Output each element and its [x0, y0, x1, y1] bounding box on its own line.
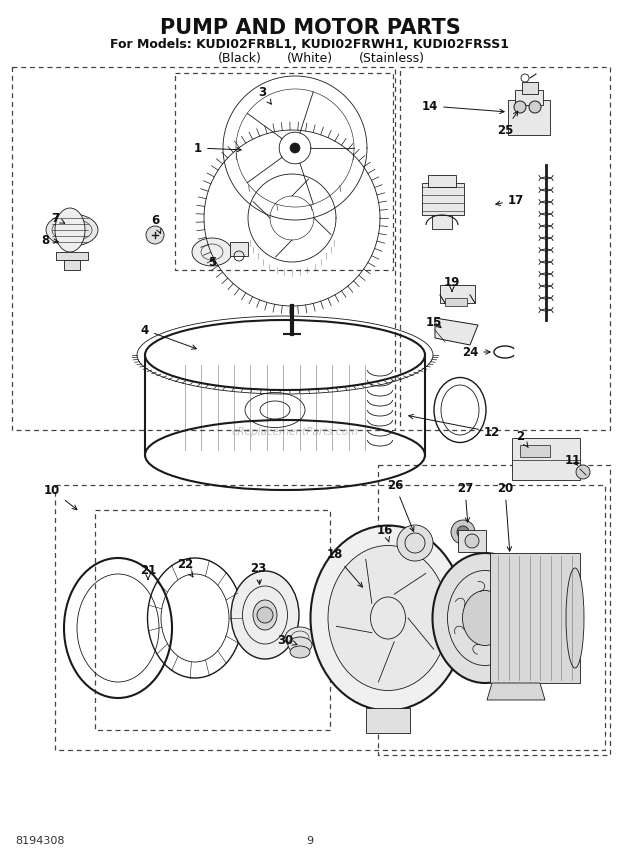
- Circle shape: [514, 101, 526, 113]
- Text: 18: 18: [327, 549, 363, 587]
- Ellipse shape: [311, 526, 466, 710]
- Bar: [490, 553, 580, 683]
- Ellipse shape: [55, 208, 85, 252]
- Text: 11: 11: [565, 454, 581, 467]
- Text: (White): (White): [287, 52, 333, 65]
- Text: 1: 1: [194, 141, 241, 154]
- Bar: [508, 100, 550, 135]
- Text: 6: 6: [151, 213, 161, 234]
- Text: 8194308: 8194308: [15, 836, 64, 846]
- Ellipse shape: [566, 568, 584, 668]
- Ellipse shape: [290, 646, 310, 658]
- Text: 9: 9: [306, 836, 314, 846]
- Text: 25: 25: [497, 111, 518, 136]
- Ellipse shape: [463, 591, 508, 645]
- Text: 21: 21: [140, 563, 156, 580]
- Bar: [428, 175, 456, 187]
- Text: 27: 27: [457, 482, 473, 522]
- Text: 20: 20: [497, 482, 513, 551]
- Bar: [515, 90, 543, 105]
- Circle shape: [576, 465, 590, 479]
- Ellipse shape: [253, 600, 277, 630]
- Text: 4: 4: [141, 324, 197, 349]
- Bar: [458, 530, 486, 552]
- Ellipse shape: [231, 571, 299, 659]
- Bar: [55, 485, 605, 750]
- Text: 12: 12: [409, 414, 500, 438]
- Bar: [230, 242, 248, 256]
- Polygon shape: [435, 318, 478, 345]
- Bar: [64, 260, 80, 270]
- Text: (Stainless): (Stainless): [359, 52, 425, 65]
- Ellipse shape: [285, 627, 315, 649]
- Text: (Black): (Black): [218, 52, 262, 65]
- Bar: [378, 465, 610, 755]
- Ellipse shape: [328, 545, 448, 691]
- Bar: [400, 67, 610, 430]
- Bar: [56, 252, 88, 260]
- Text: 17: 17: [496, 193, 524, 206]
- Bar: [366, 708, 410, 733]
- Polygon shape: [487, 683, 545, 700]
- Circle shape: [465, 534, 479, 548]
- Text: For Models: KUDI02FRBL1, KUDI02FRWH1, KUDI02FRSS1: For Models: KUDI02FRBL1, KUDI02FRWH1, KU…: [110, 38, 510, 51]
- Bar: [512, 438, 580, 480]
- Text: 30: 30: [277, 633, 297, 646]
- Text: PUMP AND MOTOR PARTS: PUMP AND MOTOR PARTS: [159, 18, 461, 38]
- Text: 5: 5: [208, 255, 216, 269]
- Bar: [175, 73, 393, 270]
- Ellipse shape: [288, 637, 312, 653]
- Ellipse shape: [433, 553, 538, 683]
- Circle shape: [290, 143, 300, 153]
- Ellipse shape: [192, 238, 232, 266]
- Circle shape: [451, 520, 475, 544]
- Bar: [422, 183, 464, 215]
- Text: 24: 24: [462, 346, 490, 359]
- Bar: [440, 285, 475, 303]
- Text: 14: 14: [422, 99, 504, 114]
- Text: 22: 22: [177, 558, 193, 577]
- Text: 16: 16: [377, 524, 393, 542]
- Bar: [432, 215, 452, 229]
- Bar: [445, 298, 467, 306]
- Text: eReplacementParts.com: eReplacementParts.com: [231, 427, 358, 437]
- Bar: [522, 82, 538, 94]
- Bar: [520, 445, 550, 457]
- Text: 15: 15: [426, 316, 442, 329]
- Text: 7: 7: [51, 211, 64, 224]
- Text: 23: 23: [250, 562, 266, 584]
- Text: 19: 19: [444, 276, 460, 291]
- Circle shape: [457, 526, 469, 538]
- Text: 26: 26: [387, 479, 414, 532]
- Bar: [12, 67, 395, 430]
- Circle shape: [146, 226, 164, 244]
- Text: 3: 3: [258, 86, 272, 104]
- Text: 10: 10: [44, 484, 77, 509]
- Text: 2: 2: [516, 430, 528, 448]
- Circle shape: [257, 607, 273, 623]
- Circle shape: [397, 525, 433, 561]
- Ellipse shape: [46, 214, 98, 246]
- Circle shape: [529, 101, 541, 113]
- Bar: [95, 510, 330, 730]
- Text: 8: 8: [41, 234, 58, 247]
